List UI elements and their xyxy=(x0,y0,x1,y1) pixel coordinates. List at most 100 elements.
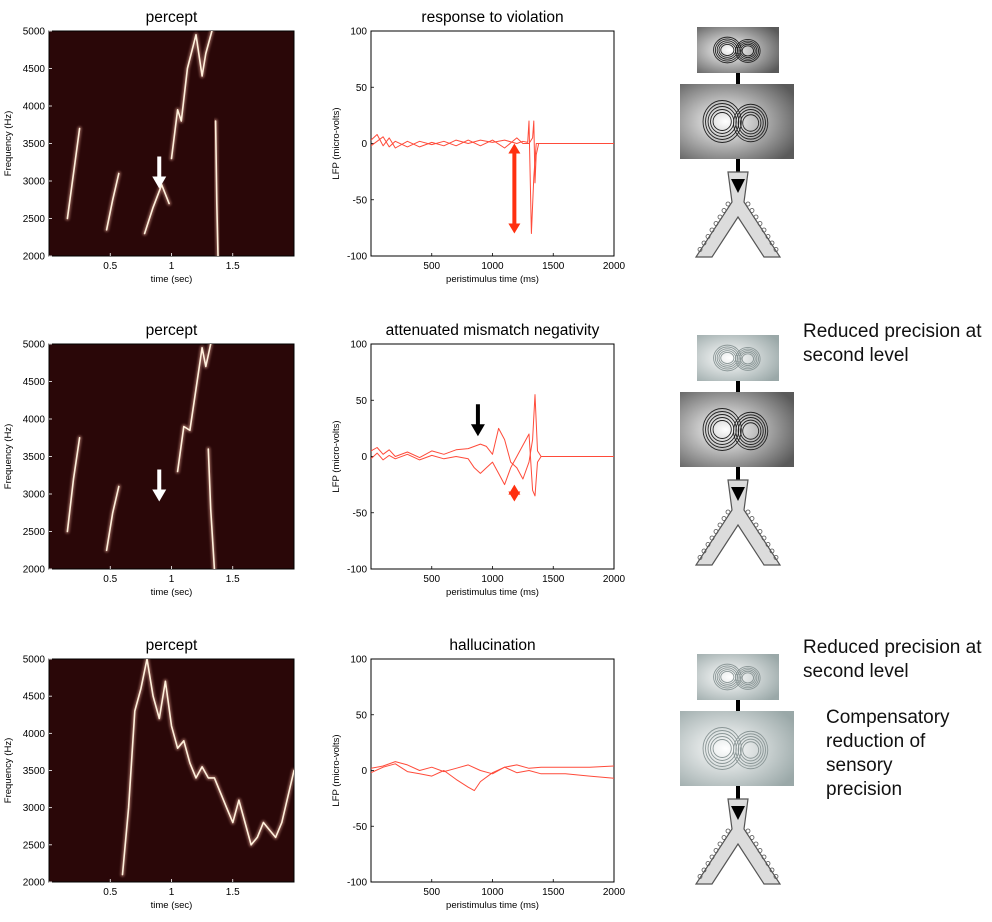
hierarchy-node xyxy=(705,234,711,239)
attractor-loop xyxy=(739,111,762,135)
y-tick-label: 2000 xyxy=(23,565,46,576)
hierarchy-node xyxy=(717,214,723,220)
attractor-loop xyxy=(740,351,756,367)
hierarchy-node xyxy=(713,848,719,853)
percept-trace xyxy=(214,120,219,256)
x-tick-label: 0.5 xyxy=(103,887,117,898)
attractor-loop xyxy=(713,344,742,372)
attractor-loop xyxy=(738,350,758,368)
series-group xyxy=(371,394,614,497)
x-tick-label: 1.5 xyxy=(226,887,240,898)
attractor-loop xyxy=(712,739,732,758)
arrow-down-icon xyxy=(731,179,745,193)
hierarchy-node xyxy=(713,529,719,534)
x-tick-label: 1.5 xyxy=(226,261,240,272)
attractor-loop xyxy=(712,112,732,131)
attractor-loop xyxy=(705,730,740,767)
chart-title: attenuated mismatch negativity xyxy=(386,322,600,339)
row3-comp-line3: precision xyxy=(826,779,903,800)
y-tick-label: 3000 xyxy=(23,177,46,188)
series-group xyxy=(65,344,217,569)
lfp-series-line xyxy=(371,120,614,234)
y-tick-label: 4000 xyxy=(23,415,46,426)
y-tick-label: 5000 xyxy=(23,27,46,38)
hierarchy-node xyxy=(705,861,711,866)
hierarchy-node xyxy=(725,201,731,207)
y-axis-label: LFP (micro-volts) xyxy=(331,734,342,806)
hierarchy-node xyxy=(765,234,771,239)
attractor-loop xyxy=(733,411,769,451)
series-group xyxy=(371,120,614,234)
x-tick-label: 1500 xyxy=(542,887,565,898)
model-schematic-3 xyxy=(680,654,794,885)
attractor-loop xyxy=(736,667,759,689)
attractor-loop xyxy=(740,670,756,686)
row3-annotation: Reduced precision at second level xyxy=(803,636,982,684)
attractor-loop xyxy=(733,103,769,143)
y-tick-label: 2000 xyxy=(23,878,46,889)
hierarchy-node xyxy=(761,854,767,860)
hierarchy-node xyxy=(749,516,755,521)
row2-annotation: Reduced precision at second level xyxy=(803,320,982,368)
attractor-loop xyxy=(741,672,755,684)
attractor-icon xyxy=(680,84,794,159)
hierarchy-node xyxy=(769,240,775,246)
hierarchy-node xyxy=(773,555,779,560)
y-tick-label: 50 xyxy=(356,396,368,407)
chart-title: percept xyxy=(146,637,198,654)
attractor-loop xyxy=(713,663,742,691)
y-tick-label: 50 xyxy=(356,710,368,721)
chart-panel-5: hallucination 500 1000 1500 2000 -100 -50 0 50 10… xyxy=(331,637,626,911)
series-group xyxy=(65,31,221,256)
y-axis-label: Frequency (Hz) xyxy=(3,738,14,803)
attractor-loop xyxy=(741,353,755,365)
lfp-series-line xyxy=(371,433,614,497)
x-tick-label: 1500 xyxy=(542,574,565,585)
x-tick-label: 0.5 xyxy=(103,574,117,585)
x-tick-label: 0.5 xyxy=(103,261,117,272)
x-tick-label: 1 xyxy=(169,574,175,585)
y-tick-label: 3500 xyxy=(23,452,46,463)
row3-comp-line2: reduction of sensory xyxy=(826,731,926,776)
chart-panel-4: percept 0.5 1 1.5 2000 2500 3000 3500 4000 4500 50… xyxy=(3,637,295,911)
row2-annotation-line1: Reduced precision at xyxy=(803,321,982,342)
spectrogram-area xyxy=(48,343,295,570)
plot-area xyxy=(370,658,615,883)
attractor-loop xyxy=(720,671,735,683)
attractor-icon xyxy=(697,654,779,700)
model-schematic-2 xyxy=(680,335,794,566)
y-tick-label: 3000 xyxy=(23,490,46,501)
y-tick-label: 5000 xyxy=(23,655,46,666)
arrow-down-icon xyxy=(731,487,745,501)
x-tick-label: 1000 xyxy=(481,261,504,272)
hierarchy-node xyxy=(745,509,751,515)
hierarchy-node xyxy=(709,227,715,233)
attractor-loop xyxy=(733,730,769,770)
attractor-loop xyxy=(736,40,759,62)
hierarchy-node xyxy=(765,542,771,547)
percept-trace xyxy=(176,344,212,473)
y-tick-label: -50 xyxy=(353,508,368,519)
y-tick-label: -50 xyxy=(353,822,368,833)
attractor-loop xyxy=(702,100,742,143)
double-arrow-icon xyxy=(508,143,521,154)
hierarchy-node xyxy=(745,828,751,834)
y-tick-label: 50 xyxy=(356,83,368,94)
x-axis-label: time (sec) xyxy=(151,900,193,911)
x-tick-label: 1500 xyxy=(542,261,565,272)
percept-trace xyxy=(143,184,170,235)
hierarchy-node xyxy=(765,861,771,866)
x-tick-label: 1 xyxy=(169,887,175,898)
y-tick-label: 4500 xyxy=(23,64,46,75)
model-schematic-1 xyxy=(680,27,794,258)
spectrogram-area xyxy=(48,658,295,883)
double-arrow-icon xyxy=(508,223,521,234)
chart-title: response to violation xyxy=(421,9,563,26)
attractor-loop xyxy=(713,36,742,64)
series-group xyxy=(120,659,294,877)
attractor-loop xyxy=(705,411,740,448)
hierarchy-node xyxy=(725,828,731,834)
lfp-series-line xyxy=(371,761,614,775)
